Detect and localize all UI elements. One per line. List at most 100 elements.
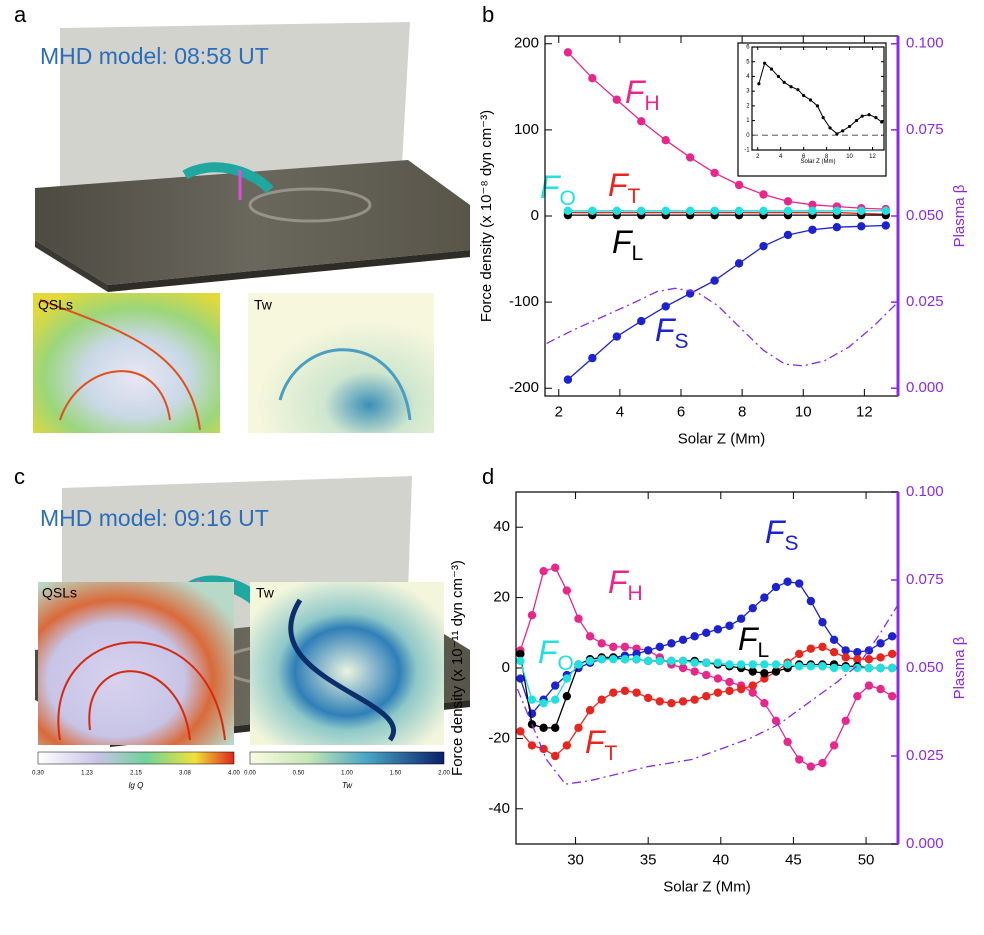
twist-lines <box>278 348 412 421</box>
point <box>832 222 842 232</box>
point <box>748 681 757 690</box>
point <box>806 596 816 606</box>
point <box>551 681 560 690</box>
point <box>796 88 800 92</box>
point <box>864 663 874 673</box>
twist-label: Tw <box>256 585 275 601</box>
point <box>887 649 897 659</box>
x-tick-label: 4 <box>616 403 624 420</box>
point <box>808 225 817 234</box>
point <box>551 723 560 733</box>
point <box>841 129 845 133</box>
point <box>655 642 664 652</box>
series-label: FT <box>608 167 641 207</box>
point <box>818 758 827 768</box>
point <box>808 200 817 210</box>
series-label: FO <box>538 634 574 674</box>
magnetogram <box>35 160 470 285</box>
y-tick-label: 2 <box>746 103 750 109</box>
point <box>867 113 871 117</box>
point <box>760 669 769 678</box>
panel-label: c <box>14 464 25 489</box>
point <box>632 655 641 664</box>
point <box>783 660 792 669</box>
point <box>585 656 595 666</box>
point <box>562 586 572 595</box>
point <box>702 658 711 667</box>
point <box>818 642 827 652</box>
colorbar-tick-label: 0.00 <box>244 771 256 777</box>
point <box>841 663 850 673</box>
y-tick-label: 40 <box>493 518 510 535</box>
point <box>748 603 757 613</box>
point <box>748 667 757 676</box>
point <box>725 686 734 696</box>
y-tick-label: 100 <box>514 121 539 138</box>
x-tick-label: 45 <box>785 851 802 868</box>
point <box>713 674 723 683</box>
point <box>734 259 744 268</box>
y-tick-label: 0 <box>746 133 750 139</box>
point <box>829 663 839 673</box>
point <box>783 230 793 240</box>
point <box>713 658 723 667</box>
x-tick-label: 50 <box>858 851 875 868</box>
point <box>713 688 723 697</box>
point <box>769 67 774 71</box>
point <box>661 206 670 216</box>
qsl-lines <box>39 299 201 431</box>
point <box>527 611 537 620</box>
point <box>725 621 734 630</box>
point <box>853 691 862 701</box>
point <box>643 693 653 703</box>
point <box>562 691 572 701</box>
point <box>620 655 630 664</box>
panel-a: a MHD model: 08:58 UT QSLs Tw <box>14 2 470 433</box>
point <box>609 642 618 652</box>
colorbar-tick-label: 3.08 <box>179 771 191 777</box>
point <box>685 153 695 162</box>
point <box>612 95 622 104</box>
point <box>678 697 688 706</box>
y2-tick-label: 0.025 <box>906 293 944 310</box>
point <box>713 625 723 634</box>
twist-lines <box>288 598 396 742</box>
slab-edge <box>35 240 108 292</box>
point <box>736 614 746 623</box>
point <box>597 639 606 648</box>
point <box>857 222 866 231</box>
twist-label: Tw <box>254 297 273 313</box>
colorbar-tick-label: 1.23 <box>81 771 93 777</box>
colorbar <box>249 751 445 765</box>
point <box>853 663 862 673</box>
series-label: FH <box>608 564 643 604</box>
point <box>643 656 653 666</box>
point <box>539 567 548 576</box>
y-tick-label: 5 <box>746 59 750 65</box>
point <box>690 632 699 641</box>
point <box>748 688 757 697</box>
x-tick-label: 2 <box>756 154 760 160</box>
point <box>815 104 820 108</box>
twist-map <box>248 293 434 433</box>
qsl-label: QSLs <box>42 585 77 601</box>
x-tick-label: 10 <box>795 403 812 420</box>
point <box>678 635 688 645</box>
colorbar-tick-label: 2.15 <box>130 771 142 777</box>
point <box>874 116 878 120</box>
point <box>783 206 793 216</box>
x-tick-label: 40 <box>712 851 729 868</box>
x-tick-label: 30 <box>567 851 584 868</box>
point <box>887 691 897 701</box>
point <box>574 723 583 733</box>
point <box>736 660 746 669</box>
inset-frame <box>737 42 887 177</box>
point <box>655 697 664 706</box>
twist-map <box>250 582 444 745</box>
point <box>516 727 525 736</box>
point <box>887 663 897 673</box>
point <box>806 644 816 653</box>
point <box>612 332 622 341</box>
point <box>725 677 734 687</box>
